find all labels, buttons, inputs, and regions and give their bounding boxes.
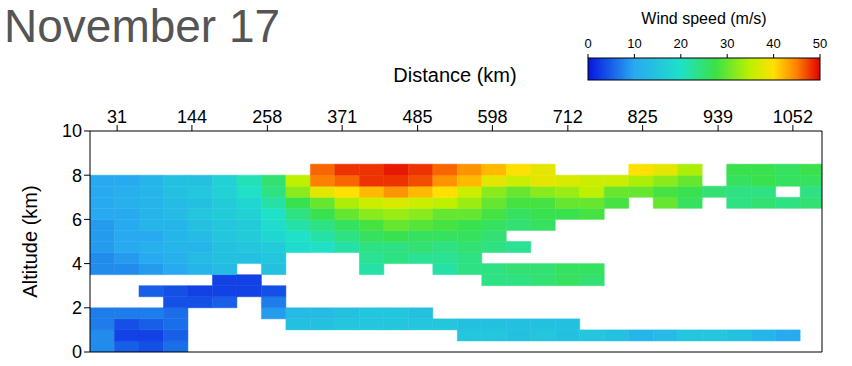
svg-text:144: 144 [177,107,207,127]
svg-text:0: 0 [584,36,591,51]
svg-text:0: 0 [72,342,82,362]
html-text:November 17: November 17 [4,0,281,52]
svg-text:Altitude (km): Altitude (km) [19,185,41,297]
html-text:Distance (km): Distance (km) [393,64,517,86]
svg-text:4: 4 [72,254,82,274]
svg-text:939: 939 [703,107,733,127]
svg-text:8: 8 [72,166,82,186]
svg-text:712: 712 [553,107,583,127]
svg-text:10: 10 [627,36,641,51]
svg-text:2: 2 [72,298,82,318]
svg-text:371: 371 [327,107,357,127]
svg-text:825: 825 [628,107,658,127]
svg-text:10: 10 [62,121,82,141]
svg-text:50: 50 [813,36,827,51]
svg-text:20: 20 [674,36,688,51]
svg-text:40: 40 [766,36,780,51]
svg-text:598: 598 [477,107,507,127]
svg-text:485: 485 [403,107,433,127]
svg-text:30: 30 [720,36,734,51]
svg-text:1052: 1052 [773,107,813,127]
svg-text:6: 6 [72,210,82,230]
svg-text:Wind speed (m/s): Wind speed (m/s) [641,10,766,27]
svg-text:31: 31 [107,107,127,127]
svg-text:258: 258 [252,107,282,127]
